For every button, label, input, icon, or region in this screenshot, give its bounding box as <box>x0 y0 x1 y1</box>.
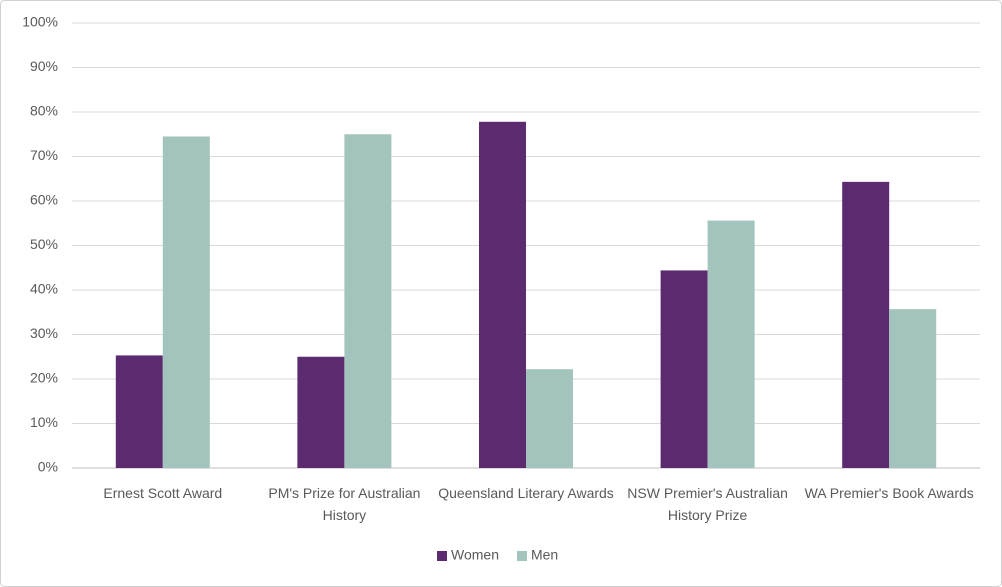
y-tick-label: 60% <box>30 192 58 208</box>
bar <box>344 134 392 468</box>
y-tick-label: 70% <box>30 147 58 163</box>
legend-label: Men <box>531 547 558 563</box>
bar <box>115 355 163 468</box>
bar <box>162 136 210 468</box>
y-tick-label: 30% <box>30 325 58 341</box>
y-tick-label: 90% <box>30 58 58 74</box>
bar <box>707 220 755 468</box>
y-tick-label: 0% <box>38 459 58 475</box>
legend-swatch <box>516 551 527 561</box>
x-tick-label: WA Premier's Book Awards <box>804 485 974 501</box>
y-tick-label: 40% <box>30 281 58 297</box>
x-tick-label: Ernest Scott Award <box>103 485 223 501</box>
bar <box>842 181 890 469</box>
bar <box>297 356 345 468</box>
bar <box>660 270 708 468</box>
x-tick-label: Queensland Literary Awards <box>438 485 614 501</box>
y-tick-label: 10% <box>30 414 58 430</box>
bar <box>889 309 937 468</box>
x-tick-label: NSW Premier's Australian History Prize <box>627 485 788 523</box>
bar <box>526 369 573 468</box>
y-tick-label: 80% <box>30 103 58 119</box>
y-tick-label: 100% <box>22 14 58 30</box>
legend-label: Women <box>451 547 499 563</box>
y-tick-label: 50% <box>30 236 58 252</box>
bar <box>479 121 526 468</box>
legend-swatch <box>437 551 447 561</box>
y-tick-label: 20% <box>30 370 58 386</box>
x-tick-label: PM's Prize for Australian History <box>268 485 421 523</box>
